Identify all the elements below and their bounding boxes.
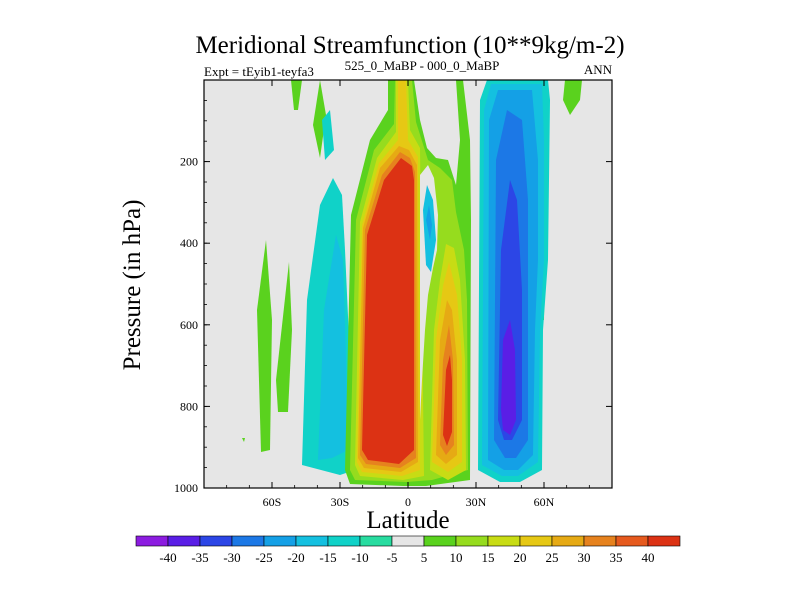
x-axis: 60S 30S 0 30N 60N [203,80,613,509]
colorbar-swatch [423,535,457,547]
colorbar-label: -35 [191,550,208,565]
colorbar-label: -30 [223,550,240,565]
colorbar-swatch [231,535,265,547]
positive-contour-10 [563,80,582,115]
colorbar-label: -5 [387,550,398,565]
y-axis-label: Pressure (in hPa) [119,200,146,371]
colorbar-swatch [391,535,425,547]
negative-contour-20 [426,205,432,240]
y-tick-label: 400 [180,236,198,250]
negative-contour-35 [501,320,516,435]
colorbar-swatch [647,535,681,547]
colorbar-swatch [167,535,201,547]
chart-subtitle-left: Expt = tEyib1-teyfa3 [204,64,314,79]
colorbar-label: 20 [514,550,527,565]
colorbar: -40 -35 -30 -25 -20 -15 -10 -5 5 10 15 20 25 30 35 40 [135,535,681,565]
x-tick-label: 0 [405,495,411,509]
chart-subtitle-center: 525_0_MaBP - 000_0_MaBP [345,58,500,73]
y-axis: 200 400 600 800 1000 [174,100,612,495]
colorbar-label: -25 [255,550,272,565]
colorbar-swatch [519,535,553,547]
colorbar-swatch [487,535,521,547]
colorbar-swatch [199,535,233,547]
colorbar-swatch [295,535,329,547]
colorbar-label: 35 [610,550,623,565]
x-tick-label: 30N [466,495,487,509]
colorbar-swatch [455,535,489,547]
colorbar-swatch [327,535,361,547]
chart-subtitle-right: ANN [584,62,613,77]
positive-contour-10 [242,438,245,442]
positive-contour-40 [362,158,414,464]
colorbar-label: -10 [351,550,368,565]
x-tick-label: 30S [331,495,350,509]
colorbar-swatch [583,535,617,547]
positive-contour-40 [443,355,452,446]
positive-contour-10 [313,80,326,158]
colorbar-swatch [263,535,297,547]
y-tick-label: 800 [180,399,198,413]
negative-contour-15 [318,235,348,460]
chart-title: Meridional Streamfunction (10**9kg/m-2) [195,32,624,59]
colorbar-label: -20 [287,550,304,565]
positive-contour-10 [276,262,292,412]
y-tick-label: 600 [180,318,198,332]
colorbar-swatch [359,535,393,547]
colorbar-label: -40 [159,550,176,565]
colorbar-label: 25 [546,550,559,565]
colorbar-swatch [551,535,585,547]
negative-contour-10 [322,110,334,160]
positive-contour-10 [257,240,272,452]
contour-fills [242,80,582,486]
x-tick-label: 60N [534,495,555,509]
colorbar-label: 5 [421,550,428,565]
x-tick-label: 60S [263,495,282,509]
colorbar-swatch [135,535,169,547]
colorbar-swatch [615,535,649,547]
colorbar-label: 30 [578,550,591,565]
colorbar-label: 15 [482,550,495,565]
y-tick-label: 200 [180,155,198,169]
colorbar-label: -15 [319,550,336,565]
positive-contour-10 [291,80,302,110]
x-axis-label: Latitude [366,507,449,534]
colorbar-label: 40 [642,550,655,565]
y-tick-label: 1000 [174,481,198,495]
colorbar-label: 10 [450,550,463,565]
